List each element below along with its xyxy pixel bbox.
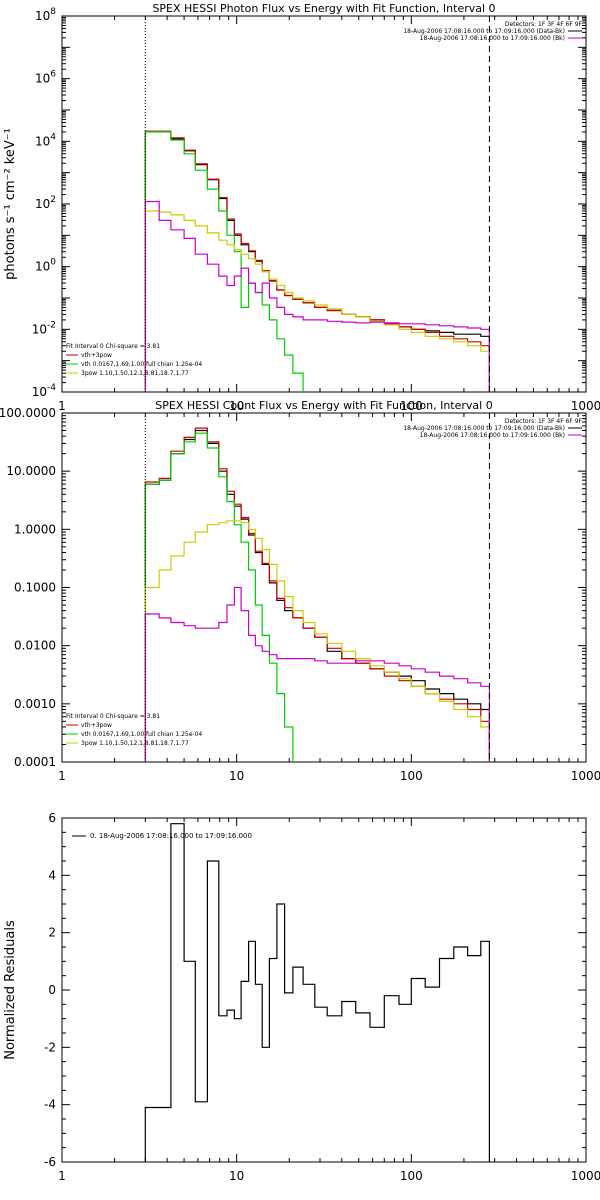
legend-entry: 3pow 1.10,1.50,12.1,8.81,18.7,1.77	[81, 370, 189, 377]
chart-title: SPEX HESSI Photon Flux vs Energy with Fi…	[152, 2, 495, 15]
legend-entry: vth 0.0167,1.69,1.00 full chian 1.25e-04	[81, 731, 202, 738]
legend-entry: 3pow 1.10,1.50,12.1,8.81,18.7,1.77	[81, 740, 189, 747]
legend-entry: 18-Aug-2006 17:08:16.000 to 17:09:16.000…	[403, 28, 565, 35]
series-group	[144, 823, 490, 1162]
x-tick-label: 1000	[571, 769, 600, 783]
legend-entry: 0. 18-Aug-2006 17:08:16.000 to 17:09:16.…	[90, 832, 252, 840]
x-tick-label: 1	[58, 1169, 66, 1183]
photon-flux-chart: 1 10 100 1000 10-4 10-2 100 102 104 106 108 SPEX HE…	[3, 2, 600, 413]
y-tick-label: 100.0000	[0, 406, 56, 420]
legend-entry: 18-Aug-2006 17:08:16.000 to 17:09:16.000…	[420, 432, 565, 439]
residuals-chart: 1 10 100 1000 -6 -4 -2 0 2 4 6 Normalized Residuals…	[3, 811, 600, 1183]
plot-frame	[61, 412, 587, 763]
series-line-2	[144, 131, 304, 392]
x-tick-label: 1000	[571, 1169, 600, 1183]
series-line-2	[144, 432, 294, 762]
x-tick-label: 1	[58, 769, 66, 783]
legend-entry: vth+3pow	[81, 352, 112, 359]
legend-entry: Fit Interval 0 Chi-square = 3.81	[66, 343, 160, 350]
plot-frame	[61, 817, 587, 1163]
legend-entry: 18-Aug-2006 17:08:16.000 to 17:09:16.000…	[403, 425, 565, 432]
y-tick-label: 2	[48, 926, 56, 940]
x-tick-label: 10	[229, 399, 244, 413]
y-tick-label: 104	[35, 132, 56, 148]
y-tick-label: 10-4	[32, 383, 57, 399]
series-line-0	[144, 131, 490, 392]
series-line-0	[144, 823, 490, 1162]
y-tick-label: 10.0000	[6, 464, 56, 478]
y-tick-label: -4	[44, 1098, 56, 1112]
y-tick-label: 106	[35, 70, 56, 86]
x-tick-label: 10	[229, 1169, 244, 1183]
y-axis-label: Normalized Residuals	[3, 920, 18, 1060]
y-tick-label: -6	[44, 1155, 56, 1169]
y-tick-label: 1.0000	[14, 522, 56, 536]
series-group	[144, 427, 490, 762]
y-tick-label: 102	[35, 195, 56, 211]
y-tick-label: 0.1000	[14, 581, 56, 595]
x-tick-label: 100	[400, 769, 423, 783]
y-tick-label: 4	[48, 868, 56, 882]
legend-entry: vth 0.0167,1.69,1.00 full chian 1.25e-04	[81, 361, 202, 368]
series-line-3	[144, 210, 490, 392]
plot-frame	[61, 15, 587, 393]
y-tick-label: 0.0010	[14, 697, 56, 711]
y-tick-label: 0.0001	[14, 755, 56, 769]
y-tick-label: 108	[35, 7, 56, 23]
legend-entry: Detectors: 1F 3F 4F 6F 9F	[505, 418, 583, 425]
count-flux-chart: 1 10 100 1000 0.0001 0.0010 0.0100 0.1000 1.0000…	[0, 399, 600, 783]
y-tick-label: 0.0100	[14, 639, 56, 653]
y-tick-label: -2	[44, 1040, 56, 1054]
x-tick-label: 100	[400, 399, 423, 413]
y-axis-label: photons s⁻¹ cm⁻² keV⁻¹	[3, 128, 18, 280]
x-tick-label: 100	[400, 1169, 423, 1183]
legend-entry: 18-Aug-2006 17:08:16.000 to 17:09:16.000…	[420, 35, 565, 42]
y-tick-label: 10-2	[32, 320, 56, 336]
y-tick-label: 0	[48, 983, 56, 997]
series-line-1	[144, 427, 490, 762]
series-group	[144, 130, 490, 392]
series-line-4	[144, 200, 490, 392]
x-tick-label: 10	[229, 769, 244, 783]
legend-entry: Fit Interval 0 Chi-square = 3.81	[66, 713, 160, 720]
series-line-4	[144, 586, 490, 762]
legend-entry: Detectors: 1F 3F 4F 6F 9F	[505, 21, 583, 28]
x-tick-label: 1000	[571, 399, 600, 413]
series-line-0	[144, 429, 490, 762]
y-tick-label: 100	[35, 258, 56, 274]
series-line-3	[144, 520, 490, 762]
x-tick-label: 1	[58, 399, 66, 413]
legend-entry: vth+3pow	[81, 722, 112, 729]
y-tick-label: 6	[48, 811, 56, 825]
chart-title: SPEX HESSI Count Flux vs Energy with Fit…	[155, 399, 492, 412]
